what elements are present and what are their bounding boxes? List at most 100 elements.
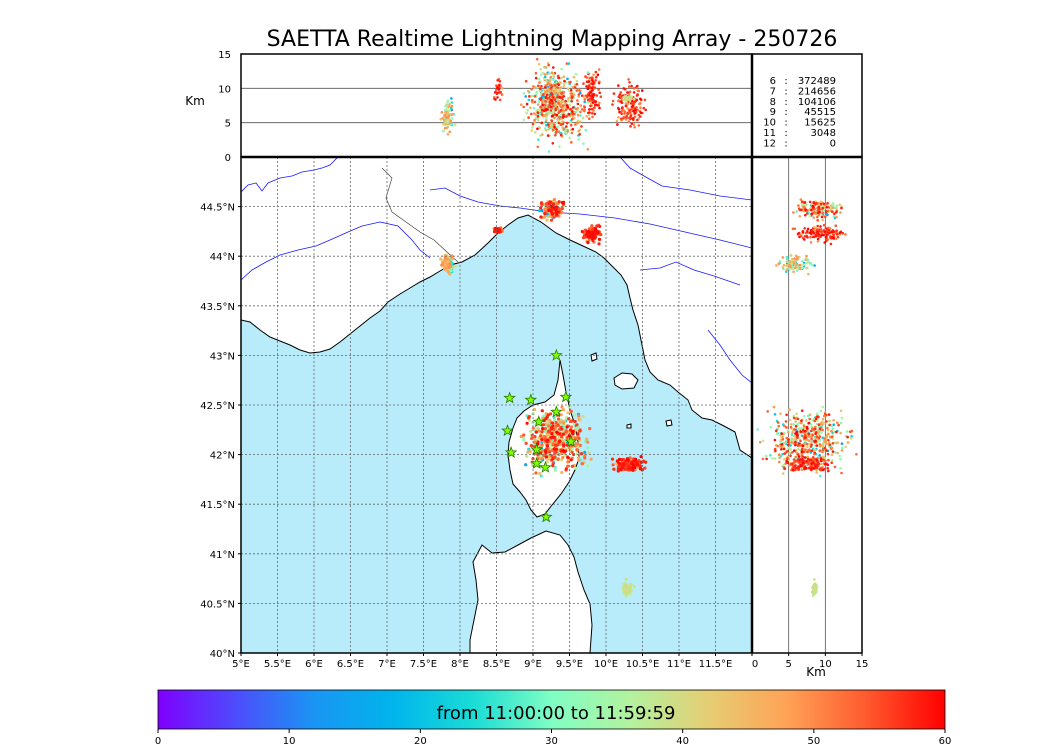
side-panel-source-point <box>808 231 812 235</box>
side-panel-source-point <box>799 427 803 431</box>
side-panel-source-point <box>821 206 824 210</box>
side-panel-source-point <box>827 458 830 462</box>
lightning-source-point <box>540 430 544 434</box>
top-panel-source-point <box>591 82 595 86</box>
side-panel-source-point <box>785 457 789 460</box>
lightning-source-point <box>644 460 648 464</box>
map-panel <box>241 157 752 653</box>
side-panel-source-point <box>804 258 807 262</box>
lightning-source-point <box>587 451 591 455</box>
top-panel-source-point <box>591 93 594 97</box>
lightning-source-point <box>559 413 564 417</box>
top-panel-source-point <box>526 109 529 112</box>
top-panel-source-point <box>598 101 601 105</box>
top-panel-source-point <box>588 111 591 114</box>
top-panel-source-point <box>570 117 574 121</box>
side-panel-source-point <box>786 257 789 261</box>
lightning-source-point <box>588 427 592 431</box>
lightning-source-point <box>549 218 554 222</box>
top-panel-source-point <box>440 111 444 114</box>
lightning-source-point <box>569 409 573 413</box>
arno-river <box>639 261 741 286</box>
top-panel-source-point <box>572 112 575 116</box>
side-panel-source-point <box>800 409 804 413</box>
top-panel-source-point <box>562 85 566 88</box>
top-panel-source-point <box>579 114 582 117</box>
lightning-source-point <box>529 429 533 433</box>
top-panel-source-point <box>550 115 554 118</box>
top-panel-source-point <box>543 72 546 76</box>
lightning-source-point <box>586 464 590 468</box>
side-panel-source-point <box>782 263 786 267</box>
top-panel-source-point <box>624 102 628 105</box>
top-panel-source-point <box>591 115 594 119</box>
top-panel-source-point <box>570 110 574 113</box>
top-panel-source-point <box>623 112 626 115</box>
side-panel-source-point <box>806 455 810 459</box>
top-panel-source-point <box>557 130 561 133</box>
top-panel-source-point <box>539 87 542 90</box>
lightning-source-point <box>553 468 557 472</box>
side-panel-source-point <box>812 216 815 219</box>
top-panel-source-point <box>583 106 586 109</box>
side-panel-source-point <box>823 241 826 244</box>
top-panel-source-point <box>574 123 577 126</box>
lightning-source-point <box>538 471 542 476</box>
top-panel-source-point <box>617 116 620 119</box>
top-panel-source-point <box>630 122 634 125</box>
top-panel-source-point <box>588 108 591 111</box>
lightning-source-point <box>552 418 557 422</box>
lightning-source-point <box>534 471 538 475</box>
lightning-source-point <box>575 452 580 456</box>
top-panel-source-point <box>542 93 545 96</box>
top-panel-source-point <box>630 84 633 88</box>
side-panel-source-point <box>776 421 780 424</box>
axis-ticks: 5°E 5.5°E 6°E 6.5°E 7°E 7.5°E 8°E 8.5°E 9°E 9.5°E… <box>200 50 868 670</box>
side-panel-source-point <box>821 211 825 215</box>
side-panel-source-point <box>832 418 835 422</box>
side-panel-source-point <box>814 448 817 452</box>
x-tick-label: 10.5°E <box>626 659 660 670</box>
top-panel-source-point <box>566 121 569 125</box>
durance-river <box>241 221 431 281</box>
lightning-source-point <box>628 583 633 587</box>
side-panel-source-point <box>817 232 820 236</box>
top-panel-source-point <box>572 93 576 97</box>
sardinia-island <box>469 530 593 653</box>
top-panel-source-point <box>536 127 539 131</box>
side-panel-source-point <box>805 254 808 258</box>
side-panel-source-point <box>786 443 790 447</box>
top-panel-source-point <box>540 93 543 96</box>
top-panel-source-point <box>618 110 621 114</box>
side-panel-source-point <box>778 456 781 460</box>
side-panel-source-point <box>818 467 821 471</box>
side-panel-source-point <box>807 466 811 470</box>
side-panel-source-point <box>791 257 794 261</box>
flash-star-marker <box>530 456 544 469</box>
top-panel-source-point <box>560 67 563 71</box>
top-panel-source-point <box>539 68 542 71</box>
top-panel-source-point <box>545 72 549 76</box>
top-panel-source-point <box>560 92 563 95</box>
top-panel-source-point <box>577 138 580 141</box>
top-panel-source-point <box>630 99 634 103</box>
lightning-source-point <box>612 467 616 471</box>
lightning-source-point <box>556 417 561 421</box>
lightning-source-point <box>448 262 452 266</box>
lightning-source-point <box>525 421 529 425</box>
side-panel-source-point <box>803 439 806 443</box>
side-panel-source-point <box>780 443 784 446</box>
side-panel-xlabel: Km <box>806 665 826 679</box>
top-panel-source-point <box>564 130 567 133</box>
side-panel-source-point <box>778 259 782 263</box>
lightning-source-point <box>572 422 577 426</box>
side-panel-source-point <box>807 422 810 425</box>
side-panel-source-point <box>800 447 804 451</box>
top-panel-source-point <box>631 117 635 120</box>
side-panel-source-point <box>807 439 811 442</box>
lightning-source-point <box>578 443 583 447</box>
lightning-source-point <box>544 455 549 459</box>
top-panel-source-point <box>551 128 555 132</box>
side-panel-source-point <box>824 235 828 239</box>
top-panel-source-point <box>582 142 585 145</box>
